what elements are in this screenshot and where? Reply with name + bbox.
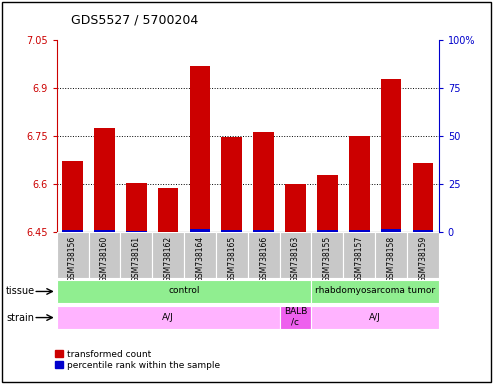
Bar <box>221 137 242 232</box>
Bar <box>57 306 280 329</box>
Bar <box>413 230 433 232</box>
Bar <box>381 229 401 232</box>
Text: GSM738163: GSM738163 <box>291 235 300 282</box>
Bar <box>126 231 146 232</box>
Bar <box>317 230 338 232</box>
Bar <box>184 232 216 278</box>
Bar <box>343 232 375 278</box>
Bar <box>312 280 439 303</box>
Text: A/J: A/J <box>369 313 381 321</box>
Bar <box>126 183 146 232</box>
Bar <box>312 232 343 278</box>
Bar <box>253 132 274 232</box>
Text: tissue: tissue <box>6 286 35 296</box>
Bar <box>89 232 120 278</box>
Bar <box>221 230 242 232</box>
Text: GSM738166: GSM738166 <box>259 235 268 282</box>
Bar <box>190 229 211 232</box>
Text: GSM738165: GSM738165 <box>227 235 236 282</box>
Text: GSM738164: GSM738164 <box>195 235 205 282</box>
Bar <box>349 136 370 232</box>
Text: GSM738160: GSM738160 <box>100 235 109 282</box>
Bar <box>285 184 306 232</box>
Bar <box>407 232 439 278</box>
Legend: transformed count, percentile rank within the sample: transformed count, percentile rank withi… <box>51 346 223 373</box>
Text: GSM738157: GSM738157 <box>354 235 364 282</box>
Text: GSM738158: GSM738158 <box>387 235 395 282</box>
Bar <box>94 128 115 232</box>
Bar <box>120 232 152 278</box>
Bar <box>317 175 338 232</box>
Text: GDS5527 / 5700204: GDS5527 / 5700204 <box>71 13 199 26</box>
Bar <box>280 232 312 278</box>
Text: control: control <box>168 286 200 295</box>
Bar <box>152 232 184 278</box>
Bar <box>375 232 407 278</box>
Text: GSM738161: GSM738161 <box>132 235 141 282</box>
Bar <box>62 161 83 232</box>
Bar <box>280 306 312 329</box>
Bar <box>253 230 274 232</box>
Bar <box>216 232 247 278</box>
Text: BALB
/c: BALB /c <box>284 307 307 327</box>
Text: GSM738156: GSM738156 <box>68 235 77 282</box>
Bar <box>381 79 401 232</box>
Bar <box>312 306 439 329</box>
Text: rhabdomyosarcoma tumor: rhabdomyosarcoma tumor <box>315 286 435 295</box>
Text: GSM738162: GSM738162 <box>164 235 173 282</box>
Bar <box>413 162 433 232</box>
Bar <box>158 188 178 232</box>
Bar <box>190 66 211 232</box>
Bar <box>349 230 370 232</box>
Bar <box>57 232 89 278</box>
Text: A/J: A/J <box>162 313 174 321</box>
Text: GSM738155: GSM738155 <box>323 235 332 282</box>
Text: strain: strain <box>6 313 34 323</box>
Text: GSM738159: GSM738159 <box>419 235 427 282</box>
Bar <box>247 232 280 278</box>
Bar <box>62 230 83 232</box>
Bar <box>57 280 312 303</box>
Bar <box>94 230 115 232</box>
